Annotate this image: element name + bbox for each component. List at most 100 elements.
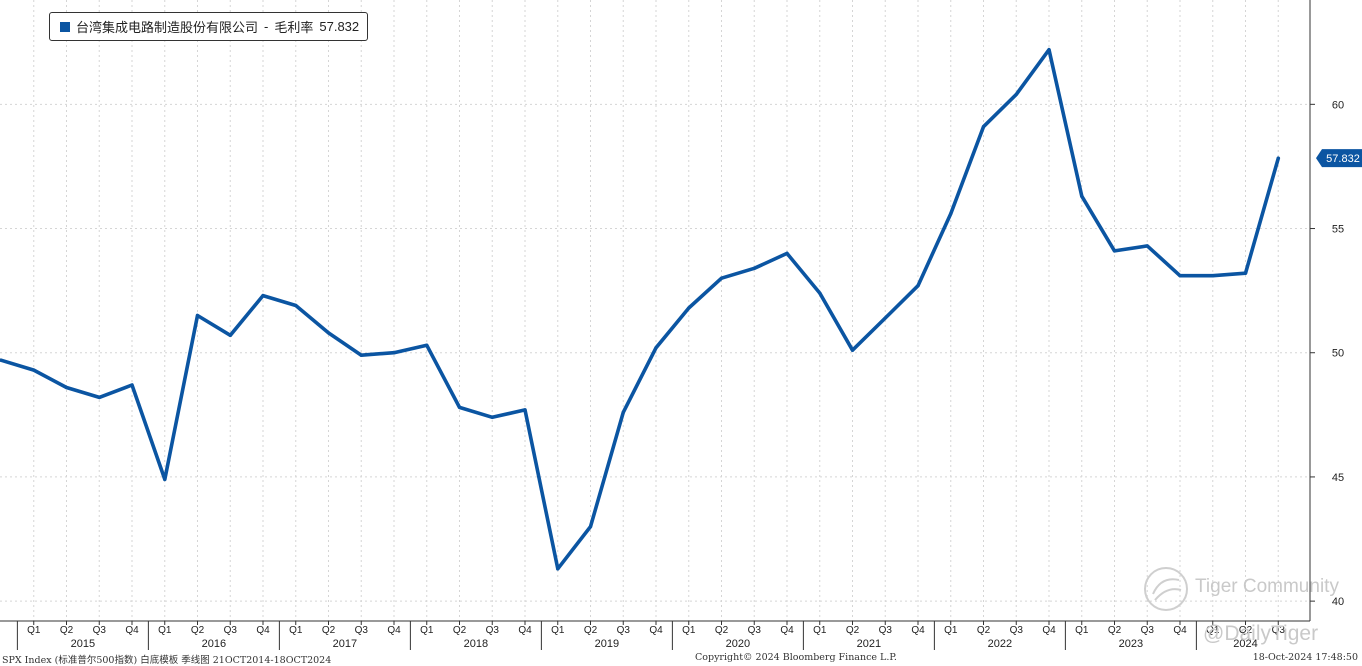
data-point <box>785 251 789 255</box>
x-year-label: 2020 <box>726 638 750 650</box>
data-point <box>1047 48 1051 52</box>
y-tick-label: 50 <box>1332 348 1344 360</box>
data-point <box>523 408 527 412</box>
legend-series-name: 台湾集成电路制造股份有限公司 <box>76 20 259 35</box>
data-point <box>130 383 134 387</box>
x-quarter-label: Q2 <box>191 625 205 636</box>
x-quarter-label: Q4 <box>125 625 139 636</box>
data-point <box>752 266 756 270</box>
x-year-label: 2021 <box>857 638 881 650</box>
x-quarter-label: Q3 <box>486 625 500 636</box>
data-point <box>883 316 887 320</box>
x-quarter-label: Q4 <box>1173 625 1187 636</box>
gridlines <box>0 0 1310 621</box>
x-year-label: 2024 <box>1233 638 1257 650</box>
data-point <box>261 293 265 298</box>
data-point <box>457 405 462 409</box>
data-point <box>326 331 331 335</box>
x-quarter-label: Q1 <box>813 625 827 636</box>
x-quarter-label: Q2 <box>60 625 74 636</box>
x-quarter-label: Q4 <box>256 625 270 636</box>
data-point <box>621 410 625 414</box>
x-quarter-label: Q1 <box>682 625 696 636</box>
data-point <box>392 351 396 355</box>
data-point <box>163 477 167 482</box>
x-quarter-label: Q1 <box>1075 625 1089 636</box>
data-point <box>1211 274 1215 278</box>
chart-legend: 台湾集成电路制造股份有限公司 - 毛利率 57.832 <box>49 12 369 41</box>
legend-swatch <box>60 21 70 32</box>
data-point <box>0 358 3 362</box>
data-point <box>1145 244 1149 248</box>
series-layer <box>0 47 1281 571</box>
x-quarter-label: Q2 <box>584 625 598 636</box>
watermark-brand: Tiger Community <box>1195 576 1339 597</box>
footer-source: SPX Index (标准普尔500指数) 白底模板 季线图 21OCT2014… <box>2 655 332 666</box>
legend-metric: 毛利率 <box>274 20 314 35</box>
y-axis: 40 45 50 55 60 <box>1309 0 1344 621</box>
x-quarter-label: Q2 <box>322 625 336 636</box>
series-line <box>0 47 1281 571</box>
x-quarter-label: Q4 <box>780 625 794 636</box>
data-point <box>1276 156 1280 160</box>
x-quarter-label: Q4 <box>1042 625 1056 636</box>
data-point <box>949 212 953 216</box>
x-quarter-label: Q3 <box>617 625 631 636</box>
data-point <box>97 395 101 400</box>
x-quarter-label: Q3 <box>93 625 107 636</box>
data-point <box>850 348 855 352</box>
data-point <box>1178 274 1182 278</box>
x-quarter-label: Q2 <box>977 625 991 636</box>
data-point <box>490 415 494 419</box>
x-quarter-label: Q3 <box>224 625 238 636</box>
x-quarter-label: Q4 <box>911 625 925 636</box>
last-value-tag: 57.832 <box>1316 149 1362 168</box>
data-point <box>32 368 36 372</box>
data-point <box>1243 271 1248 275</box>
x-quarter-label: Q3 <box>1010 625 1024 636</box>
data-point <box>1112 249 1117 253</box>
data-point <box>916 284 920 288</box>
data-point <box>556 567 560 571</box>
x-quarter-label: Q4 <box>518 625 532 636</box>
footer-copyright: Copyright© 2024 Bloomberg Finance L.P. <box>695 652 897 663</box>
x-quarter-label: Q1 <box>27 625 41 636</box>
data-point <box>981 125 986 129</box>
x-quarter-label: Q1 <box>551 625 565 636</box>
y-tick-label: 40 <box>1332 596 1344 608</box>
x-quarter-label: Q3 <box>1141 625 1155 636</box>
data-point <box>1080 194 1084 198</box>
x-year-label: 2018 <box>464 638 488 650</box>
legend-last-value: 57.832 <box>319 19 360 34</box>
x-quarter-label: Q1 <box>158 625 172 636</box>
x-quarter-label: Q4 <box>387 625 401 636</box>
footer-timestamp: 18-Oct-2024 17:48:50 <box>1252 652 1358 663</box>
data-point <box>64 385 69 390</box>
x-quarter-label: Q1 <box>1206 625 1220 636</box>
x-quarter-label: Q2 <box>1108 625 1122 636</box>
x-year-label: 2015 <box>71 638 95 650</box>
data-point <box>359 353 363 357</box>
watermark-handle: @DailyTiger <box>1203 622 1319 645</box>
x-quarter-label: Q2 <box>453 625 467 636</box>
last-value-tag-label: 57.832 <box>1326 153 1360 165</box>
x-axis: Q1 Q2 Q3 Q4 Q1 Q2 Q3 Q4 Q1 Q2 Q3 Q4 Q1 Q2 Q3 Q4 Q1 Q2 Q3 Q4… <box>0 620 1310 650</box>
data-point <box>588 525 593 529</box>
data-point <box>719 276 724 280</box>
data-point <box>195 313 200 318</box>
x-quarter-label: Q3 <box>1272 625 1286 636</box>
data-point <box>1014 92 1018 96</box>
x-year-label: 2017 <box>333 638 357 650</box>
x-quarter-label: Q3 <box>879 625 893 636</box>
tiger-logo-icon <box>1144 567 1188 611</box>
x-year-label: 2016 <box>202 638 226 650</box>
x-year-label: 2022 <box>988 638 1012 650</box>
data-point <box>228 333 232 337</box>
x-quarter-label: Q2 <box>1239 625 1253 636</box>
y-tick-label: 55 <box>1332 224 1344 236</box>
x-quarter-label: Q1 <box>420 625 434 636</box>
x-quarter-label: Q2 <box>715 625 729 636</box>
x-quarter-label: Q3 <box>355 625 369 636</box>
x-year-label: 2019 <box>595 638 619 650</box>
